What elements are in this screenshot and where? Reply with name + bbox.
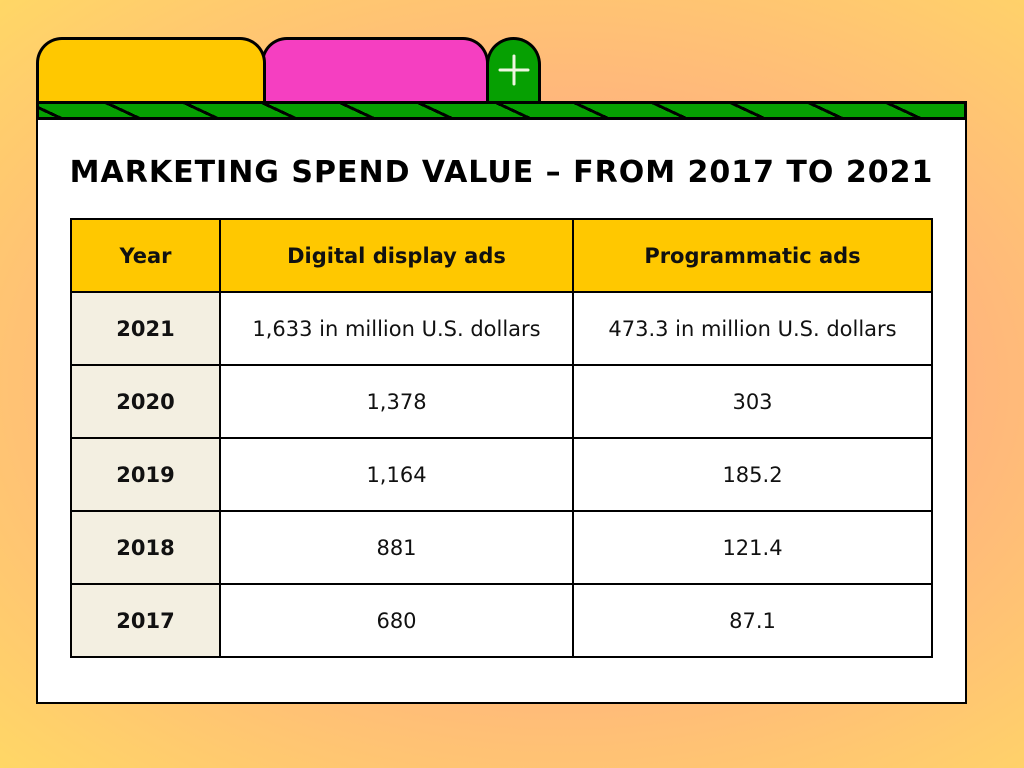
tab-yellow[interactable] — [36, 37, 266, 107]
value-cell: 121.4 — [572, 510, 933, 585]
tab-pink[interactable] — [261, 37, 489, 107]
value-cell: 473.3 in million U.S. dollars — [572, 291, 933, 366]
value-cell: 1,633 in million U.S. dollars — [219, 291, 574, 366]
table-row: 2020 1,378 303 — [70, 364, 933, 439]
add-tab-button[interactable] — [486, 37, 541, 107]
value-cell: 881 — [219, 510, 574, 585]
column-header: Digital display ads — [219, 218, 574, 293]
value-cell: 185.2 — [572, 437, 933, 512]
value-cell: 1,164 — [219, 437, 574, 512]
table-row: 2018 881 121.4 — [70, 510, 933, 585]
table-row: 2017 680 87.1 — [70, 583, 933, 658]
value-cell: 87.1 — [572, 583, 933, 658]
year-cell: 2020 — [70, 364, 221, 439]
value-cell: 303 — [572, 364, 933, 439]
table-row: 2021 1,633 in million U.S. dollars 473.3 i… — [70, 291, 933, 366]
year-cell: 2018 — [70, 510, 221, 585]
year-cell: 2021 — [70, 291, 221, 366]
column-header: Year — [70, 218, 221, 293]
table-row: 2019 1,164 185.2 — [70, 437, 933, 512]
year-cell: 2019 — [70, 437, 221, 512]
striped-tab-bar — [36, 101, 967, 120]
data-table: Year Digital display ads Programmatic ad… — [70, 218, 933, 658]
value-cell: 1,378 — [219, 364, 574, 439]
year-cell: 2017 — [70, 583, 221, 658]
column-header: Programmatic ads — [572, 218, 933, 293]
value-cell: 680 — [219, 583, 574, 658]
page-title: MARKETING SPEND VALUE – FROM 2017 TO 202… — [69, 155, 934, 190]
plus-icon — [498, 54, 530, 86]
